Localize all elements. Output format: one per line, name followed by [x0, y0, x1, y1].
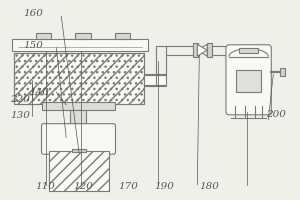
Bar — [75, 33, 91, 39]
Bar — [239, 48, 259, 53]
Text: 220: 220 — [10, 96, 30, 104]
Polygon shape — [197, 44, 207, 56]
Text: 150: 150 — [24, 41, 44, 50]
Bar — [72, 149, 86, 152]
Bar — [115, 33, 130, 39]
Bar — [194, 43, 198, 57]
Bar — [280, 68, 285, 76]
Bar — [207, 43, 212, 57]
FancyBboxPatch shape — [41, 124, 116, 154]
Bar — [144, 74, 166, 86]
FancyBboxPatch shape — [226, 45, 271, 115]
Bar — [41, 102, 116, 110]
Bar — [70, 110, 86, 127]
Polygon shape — [197, 44, 207, 56]
Text: 120: 120 — [73, 182, 93, 191]
Bar — [14, 53, 144, 104]
Bar — [14, 53, 144, 104]
Bar — [236, 70, 261, 92]
Bar — [36, 33, 51, 39]
Bar — [12, 39, 148, 51]
Text: 200: 200 — [266, 110, 286, 119]
Text: 160: 160 — [24, 9, 44, 18]
Text: 190: 190 — [154, 182, 174, 191]
Text: 140: 140 — [30, 88, 50, 97]
Bar — [50, 151, 109, 191]
Text: 170: 170 — [118, 182, 138, 191]
Text: 130: 130 — [10, 111, 30, 120]
Text: 180: 180 — [199, 182, 219, 191]
Text: 110: 110 — [36, 182, 56, 191]
